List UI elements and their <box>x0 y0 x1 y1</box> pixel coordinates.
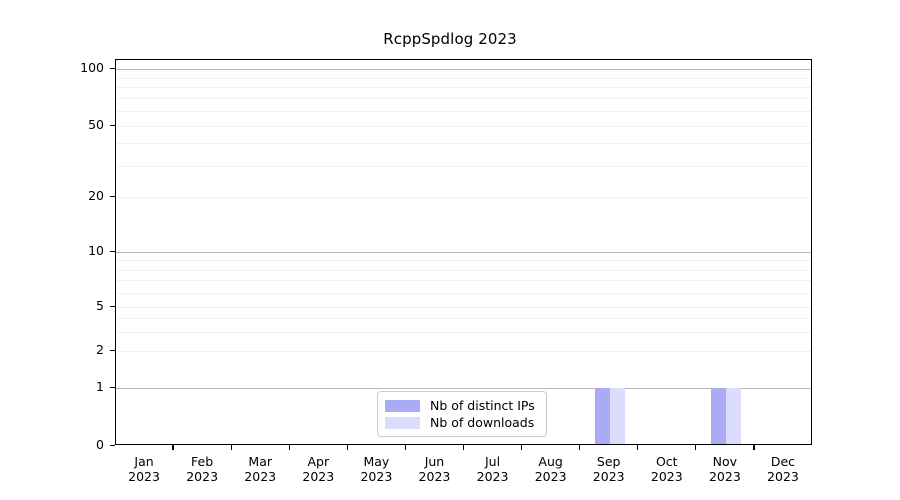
legend-swatch-downloads <box>385 416 420 429</box>
plot-area <box>115 59 812 445</box>
gridline-minor <box>116 351 811 352</box>
gridline-minor <box>116 98 811 100</box>
x-tick-mark <box>753 445 755 450</box>
y-tick-label: 20 <box>88 188 104 203</box>
gridline-minor <box>116 269 811 271</box>
y-tick-mark <box>110 67 115 69</box>
x-tick-month: Dec <box>770 454 796 469</box>
x-tick-month: Apr <box>307 454 330 469</box>
x-tick-mark <box>172 445 174 450</box>
gridline-minor <box>116 331 811 333</box>
y-tick-label: 50 <box>88 117 104 132</box>
y-tick-label: 100 <box>80 60 104 75</box>
gridline-minor <box>116 111 811 112</box>
gridline-minor <box>116 307 811 308</box>
legend-swatch-distinct-ips <box>385 399 420 412</box>
x-tick-year: 2023 <box>244 469 277 484</box>
y-tick-label: 5 <box>96 298 104 313</box>
x-tick-year: 2023 <box>128 469 160 484</box>
x-tick-month: Jul <box>484 454 501 469</box>
y-tick-mark <box>110 124 115 126</box>
gridline-minor <box>116 197 811 198</box>
x-tick-month: Nov <box>712 454 738 469</box>
x-tick-mark <box>404 445 407 450</box>
x-tick-mark <box>637 445 639 450</box>
y-tick-mark <box>110 349 115 351</box>
y-tick-label: 2 <box>96 342 104 357</box>
x-tick-label-feb: Feb 2023 <box>186 454 218 484</box>
x-tick-year: 2023 <box>592 469 625 484</box>
legend-label-distinct-ips: Nb of distinct IPs <box>430 398 535 413</box>
x-tick-mark <box>230 445 232 450</box>
y-tick-mark <box>110 250 115 252</box>
y-tick-label: 0 <box>96 437 104 452</box>
chart-legend: Nb of distinct IPs Nb of downloads <box>377 391 547 437</box>
x-tick-label-jun: Jun 2023 <box>419 454 451 484</box>
x-tick-mark <box>695 445 697 450</box>
gridline-major <box>116 69 811 70</box>
bar-nov-downloads <box>725 388 741 444</box>
x-tick-mark <box>520 445 523 450</box>
x-tick-year: 2023 <box>418 469 451 484</box>
x-tick-year: 2023 <box>186 469 219 484</box>
x-tick-year: 2023 <box>360 469 393 484</box>
legend-label-downloads: Nb of downloads <box>430 415 535 430</box>
y-tick-label: 10 <box>88 243 104 258</box>
x-tick-year: 2023 <box>767 469 799 484</box>
x-tick-label-dec: Dec 2023 <box>767 454 799 484</box>
x-tick-month: May <box>363 454 390 469</box>
gridline-minor <box>116 280 811 282</box>
y-tick-mark <box>110 305 115 307</box>
gridline-minor <box>116 143 811 145</box>
gridline-major <box>116 388 811 389</box>
gridline-minor <box>116 126 811 127</box>
x-tick-year: 2023 <box>534 469 567 484</box>
x-tick-year: 2023 <box>708 469 741 484</box>
x-tick-label-jul: Jul 2023 <box>477 454 509 484</box>
x-tick-month: Feb <box>191 454 214 469</box>
bar-sep-distinct-ips <box>594 388 610 444</box>
y-tick-label: 1 <box>96 379 104 394</box>
legend-item-downloads: Nb of downloads <box>385 414 538 431</box>
bar-nov-distinct-ips <box>710 388 726 444</box>
gridline-minor <box>116 317 811 319</box>
x-tick-month: Aug <box>538 454 563 469</box>
x-tick-month: Mar <box>248 454 272 469</box>
x-tick-label-aug: Aug 2023 <box>535 454 567 484</box>
x-tick-mark <box>346 445 348 450</box>
legend-item-distinct-ips: Nb of distinct IPs <box>385 397 538 414</box>
x-tick-year: 2023 <box>302 469 335 484</box>
x-tick-label-oct: Oct 2023 <box>651 454 683 484</box>
x-tick-year: 2023 <box>650 469 683 484</box>
x-tick-mark <box>288 445 290 450</box>
y-tick-mark <box>110 386 115 388</box>
bar-sep-downloads <box>609 388 625 444</box>
chart-title: RcppSpdlog 2023 <box>383 30 517 48</box>
x-tick-label-mar: Mar 2023 <box>244 454 276 484</box>
x-tick-month: Sep <box>596 454 621 469</box>
gridline-major <box>116 252 811 253</box>
x-tick-label-may: May 2023 <box>360 454 392 484</box>
x-tick-label-sep: Sep 2023 <box>593 454 625 484</box>
x-tick-label-nov: Nov 2023 <box>709 454 741 484</box>
gridline-minor <box>116 87 811 89</box>
gridline-minor <box>116 77 811 79</box>
x-tick-mark <box>579 445 581 450</box>
x-tick-year: 2023 <box>476 469 509 484</box>
gridline-minor <box>116 165 811 167</box>
y-tick-mark <box>110 195 115 197</box>
y-tick-mark <box>110 444 115 446</box>
x-tick-mark <box>462 445 465 450</box>
x-tick-label-apr: Apr 2023 <box>302 454 334 484</box>
x-tick-month: Oct <box>655 454 678 469</box>
gridline-minor <box>116 260 811 262</box>
x-tick-label-jan: Jan 2023 <box>128 454 160 484</box>
gridline-minor <box>116 292 811 294</box>
x-tick-month: Jun <box>424 454 445 469</box>
x-tick-month: Jan <box>134 454 154 469</box>
